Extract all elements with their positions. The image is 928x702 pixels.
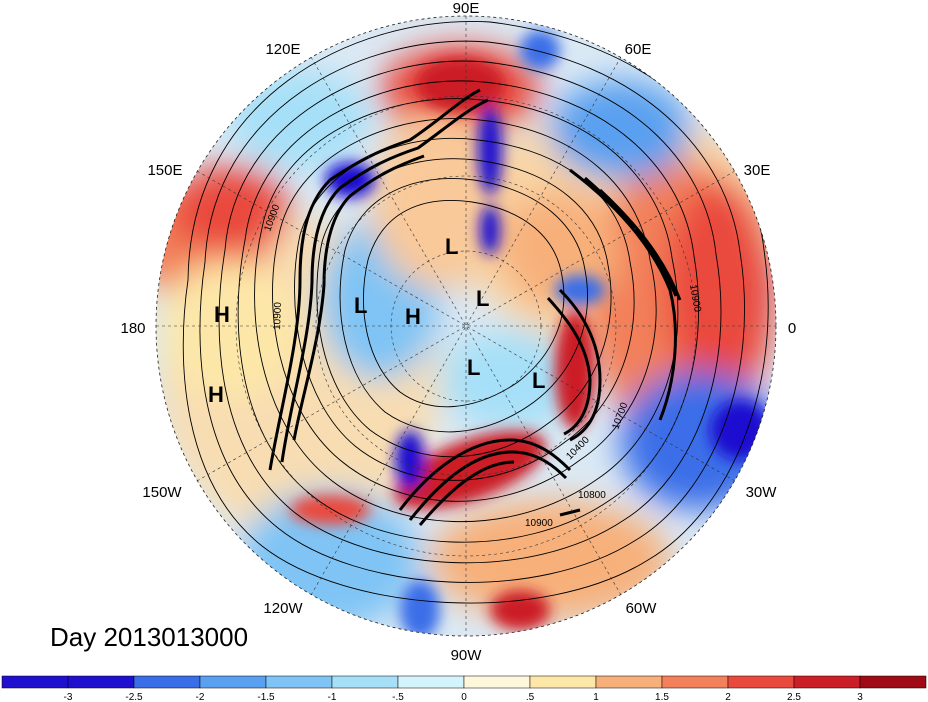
colorbar-swatch <box>661 675 729 689</box>
pressure-center-low: L <box>476 286 489 311</box>
lon-label-120e: 120E <box>265 41 300 58</box>
longitude-labels: 90E 60E 30E 0 30W 60W 90W 120W 150W 180 … <box>120 0 796 664</box>
colorbar-tick-label: 3 <box>857 692 863 702</box>
colorbar-swatch <box>463 675 531 689</box>
colorbar-swatch <box>397 675 465 689</box>
anomaly-shading <box>156 16 776 636</box>
pressure-center-high: H <box>214 302 230 327</box>
colorbar-swatch <box>67 675 135 689</box>
colorbar-swatch <box>133 675 201 689</box>
colorbar: -3 -2.5 -2 -1.5 -1 -.5 0 .5 1 1.5 2 2.5 3 <box>1 675 927 702</box>
colorbar-tick-label: -2 <box>196 692 205 702</box>
pressure-center-low: L <box>467 355 480 380</box>
colorbar-swatch <box>199 675 267 689</box>
contour-label: 10900 <box>687 284 703 314</box>
jet-contours <box>268 88 682 526</box>
lon-label-90e: 90E <box>453 0 480 17</box>
colorbar-tick-label: -2.5 <box>125 692 143 702</box>
pressure-center-low: L <box>532 368 545 393</box>
colorbar-tick-label: .5 <box>526 692 535 702</box>
colorbar-swatch <box>265 675 333 689</box>
pressure-center-high: H <box>208 382 224 407</box>
lon-label-150e: 150E <box>147 162 182 179</box>
colorbar-swatch <box>793 675 861 689</box>
colorbar-swatch <box>529 675 597 689</box>
lon-label-30e: 30E <box>744 162 771 179</box>
lon-label-30w: 30W <box>746 484 778 501</box>
colorbar-tick-label: -1 <box>328 692 337 702</box>
pressure-centers: H H L L H L L L <box>208 234 545 407</box>
lon-label-90w: 90W <box>451 647 483 664</box>
contour-label: 10900 <box>525 518 553 529</box>
colorbar-tick-label: -1.5 <box>257 692 275 702</box>
contour-label: 10900 <box>272 301 284 330</box>
lon-label-60e: 60E <box>625 41 652 58</box>
lon-label-60w: 60W <box>626 600 658 617</box>
pressure-center-high: H <box>405 304 421 329</box>
lon-label-0: 0 <box>788 320 796 337</box>
pressure-center-low: L <box>354 293 367 318</box>
lon-label-120w: 120W <box>263 600 303 617</box>
graticule <box>156 16 776 636</box>
day-label: Day 2013013000 <box>50 622 248 652</box>
colorbar-tick-label: -.5 <box>392 692 404 702</box>
colorbar-tick-label: 0 <box>461 692 467 702</box>
colorbar-tick-label: 2.5 <box>787 692 801 702</box>
colorbar-swatch <box>859 675 927 689</box>
map-boundary <box>155 15 777 637</box>
pressure-center-low: L <box>445 234 458 259</box>
height-contours <box>182 21 769 604</box>
colorbar-tick-label: 1.5 <box>655 692 669 702</box>
lon-label-150w: 150W <box>142 484 182 501</box>
colorbar-tick-label: -3 <box>64 692 73 702</box>
colorbar-tick-label: 1 <box>593 692 599 702</box>
colorbar-swatch <box>331 675 399 689</box>
contour-label: 10800 <box>578 490 606 501</box>
colorbar-swatch <box>727 675 795 689</box>
colorbar-tick-label: 2 <box>725 692 731 702</box>
colorbar-swatch <box>595 675 663 689</box>
lon-label-180: 180 <box>120 320 145 337</box>
colorbar-swatch <box>1 675 69 689</box>
